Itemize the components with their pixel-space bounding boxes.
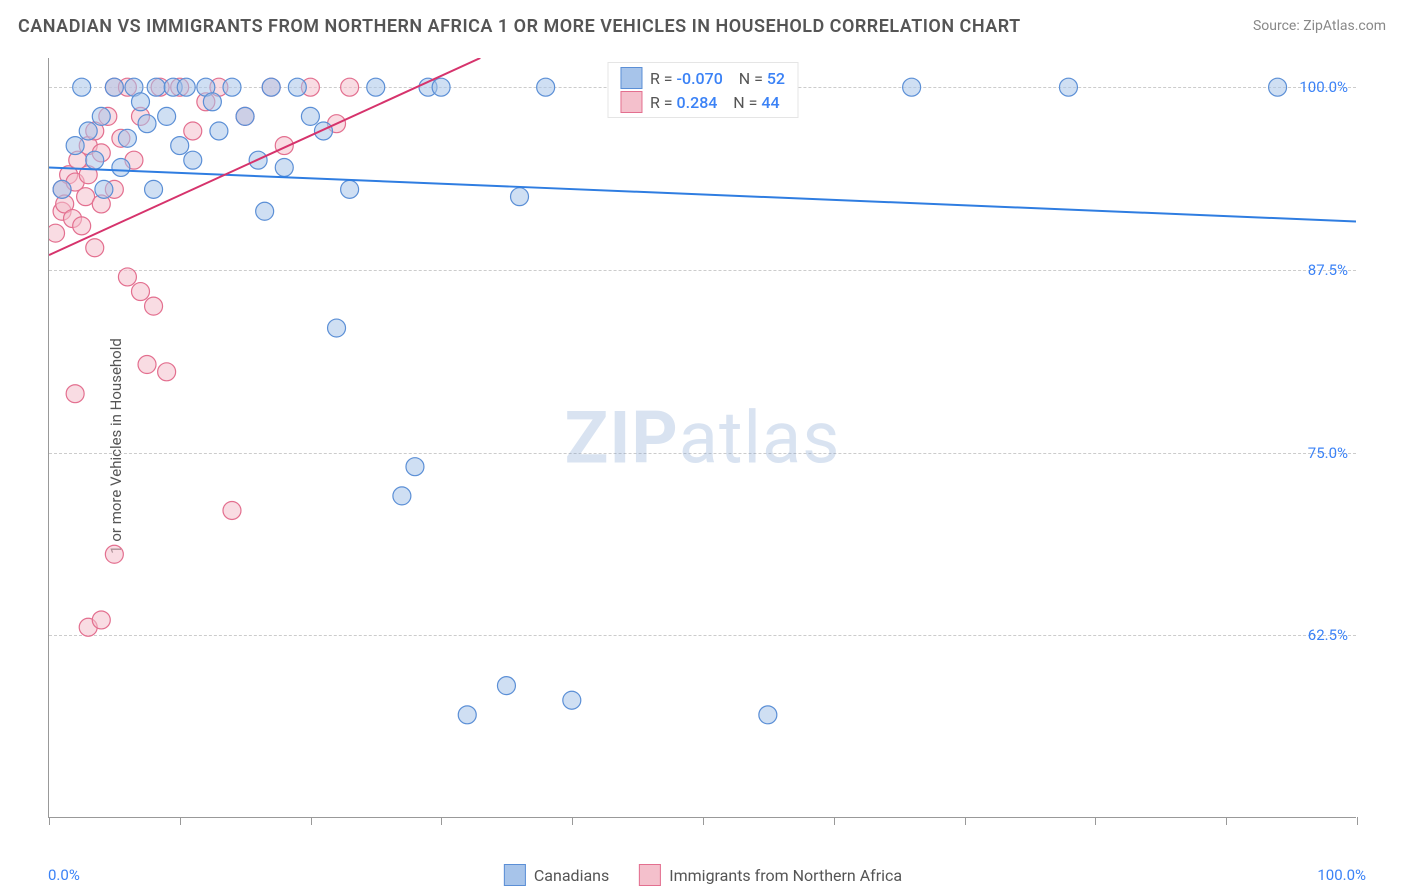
n-value-2: 44: [761, 93, 779, 112]
scatter-point: [314, 122, 332, 140]
x-tick: [834, 817, 835, 825]
r-value-2: 0.284: [677, 93, 718, 112]
scatter-point: [131, 283, 149, 301]
scatter-point: [275, 158, 293, 176]
scatter-point: [158, 107, 176, 125]
scatter-point: [223, 78, 241, 96]
scatter-point: [184, 151, 202, 169]
x-axis-max-label: 100.0%: [1317, 866, 1366, 884]
legend-item-immigrants: Immigrants from Northern Africa: [639, 864, 902, 886]
scatter-point: [177, 78, 195, 96]
scatter-point: [53, 180, 71, 198]
x-tick: [1095, 817, 1096, 825]
plot-area: ZIPatlas R = -0.070 N = 52 R = 0.284: [48, 58, 1356, 818]
scatter-point: [497, 677, 515, 695]
r-label-2: R = 0.284 N = 44: [650, 93, 780, 112]
scatter-point: [393, 487, 411, 505]
scatter-point: [236, 107, 254, 125]
legend-stats-row-2: R = 0.284 N = 44: [620, 91, 785, 113]
scatter-point: [138, 356, 156, 374]
scatter-point: [112, 158, 130, 176]
scatter-point: [203, 93, 221, 111]
scatter-point: [147, 78, 165, 96]
source-attribution: Source: ZipAtlas.com: [1253, 18, 1386, 34]
scatter-point: [118, 268, 136, 286]
scatter-point: [131, 93, 149, 111]
scatter-point: [92, 107, 110, 125]
scatter-point: [367, 78, 385, 96]
scatter-point: [1059, 78, 1077, 96]
trend-line: [49, 167, 1356, 221]
n-value-1: 52: [767, 69, 785, 88]
scatter-point: [79, 122, 97, 140]
scatter-point: [432, 78, 450, 96]
scatter-point: [341, 180, 359, 198]
scatter-point: [66, 137, 84, 155]
scatter-point: [73, 78, 91, 96]
legend-label-immigrants: Immigrants from Northern Africa: [669, 866, 902, 885]
legend-item-canadians: Canadians: [504, 864, 609, 886]
legend-bottom: Canadians Immigrants from Northern Afric…: [504, 864, 902, 886]
scatter-point: [563, 691, 581, 709]
scatter-point: [210, 122, 228, 140]
chart-title: CANADIAN VS IMMIGRANTS FROM NORTHERN AFR…: [18, 16, 1021, 37]
scatter-point: [158, 363, 176, 381]
swatch-canadians: [620, 67, 642, 89]
scatter-point: [145, 180, 163, 198]
scatter-point: [223, 501, 241, 519]
scatter-point: [66, 385, 84, 403]
plot-svg: [49, 58, 1356, 817]
x-tick: [441, 817, 442, 825]
scatter-point: [86, 151, 104, 169]
legend-stats-row-1: R = -0.070 N = 52: [620, 67, 785, 89]
scatter-point: [86, 239, 104, 257]
r-label-1: R = -0.070 N = 52: [650, 69, 785, 88]
scatter-point: [92, 611, 110, 629]
scatter-point: [262, 78, 280, 96]
scatter-point: [118, 129, 136, 147]
scatter-point: [288, 78, 306, 96]
x-tick: [311, 817, 312, 825]
r-value-1: -0.070: [677, 69, 723, 88]
scatter-point: [138, 115, 156, 133]
legend-stats: R = -0.070 N = 52 R = 0.284 N = 44: [607, 62, 798, 118]
scatter-point: [511, 188, 529, 206]
x-axis-min-label: 0.0%: [48, 866, 80, 884]
scatter-point: [759, 706, 777, 724]
swatch-immigrants-bottom: [639, 864, 661, 886]
scatter-point: [301, 107, 319, 125]
scatter-point: [73, 217, 91, 235]
scatter-point: [903, 78, 921, 96]
scatter-point: [328, 319, 346, 337]
swatch-canadians-bottom: [504, 864, 526, 886]
scatter-point: [49, 224, 65, 242]
scatter-point: [458, 706, 476, 724]
x-tick: [965, 817, 966, 825]
scatter-point: [95, 180, 113, 198]
x-tick: [572, 817, 573, 825]
scatter-point: [1269, 78, 1287, 96]
scatter-point: [105, 545, 123, 563]
swatch-immigrants: [620, 91, 642, 113]
scatter-point: [184, 122, 202, 140]
scatter-point: [256, 202, 274, 220]
legend-label-canadians: Canadians: [534, 866, 609, 885]
correlation-chart: CANADIAN VS IMMIGRANTS FROM NORTHERN AFR…: [0, 0, 1406, 892]
scatter-point: [171, 137, 189, 155]
scatter-point: [537, 78, 555, 96]
x-tick: [1357, 817, 1358, 825]
x-tick: [1226, 817, 1227, 825]
scatter-point: [341, 78, 359, 96]
x-tick: [49, 817, 50, 825]
scatter-point: [105, 78, 123, 96]
x-tick: [180, 817, 181, 825]
scatter-point: [406, 458, 424, 476]
x-tick: [703, 817, 704, 825]
scatter-point: [145, 297, 163, 315]
